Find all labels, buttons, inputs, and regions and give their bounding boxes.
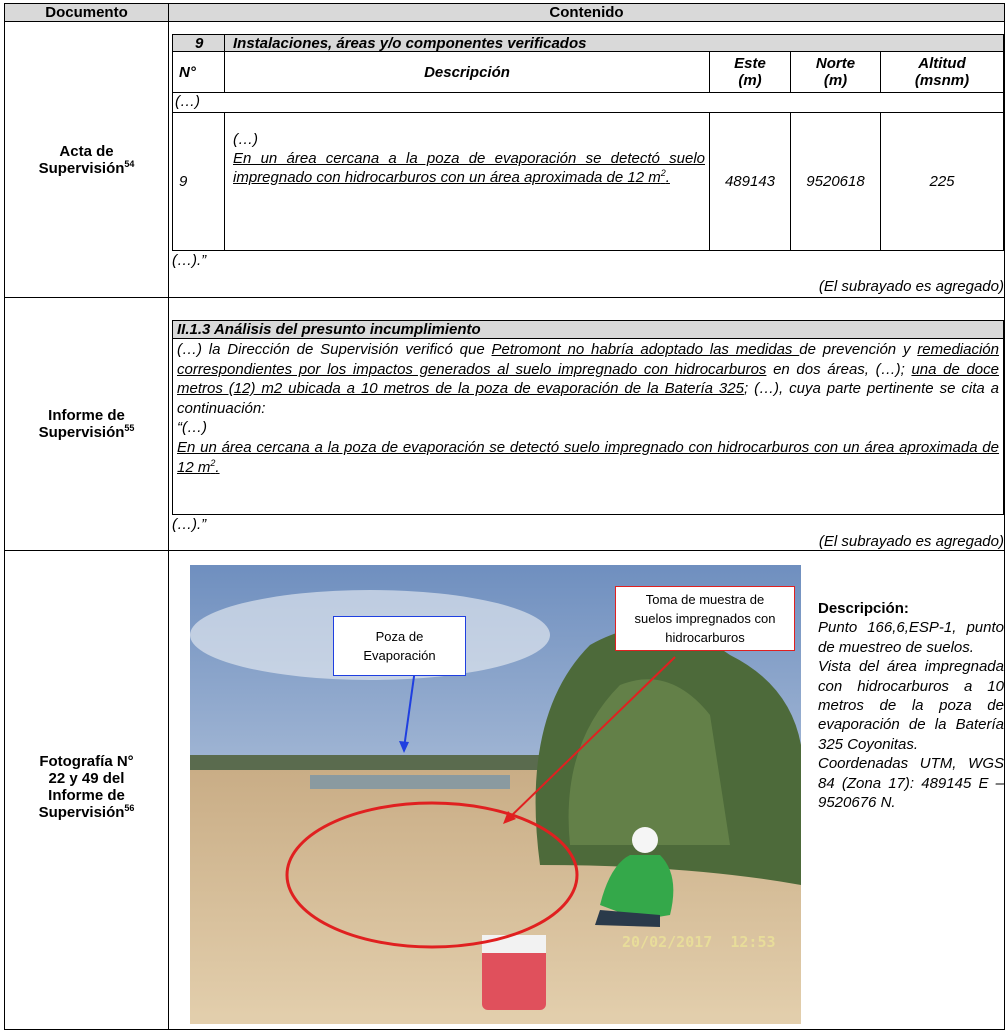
column-header: Norte (m) [790,51,881,93]
text: 9 [195,35,204,52]
closing: (…).” [172,516,206,533]
section-heading: II.1.3 Análisis del presunto incumplimie… [172,320,1004,339]
note: (El subrayado es agregado) [819,533,1004,550]
paragraph: (…) la Dirección de Supervisión verificó… [177,340,999,418]
column-header: Descripción [224,51,710,93]
footnote: 54 [124,158,135,169]
text: 489143 [724,173,776,190]
text: 9 [179,173,188,190]
header-cell: Documento [4,3,169,22]
item-este: 489143 [709,112,791,251]
text: Descripción [424,63,510,81]
section-title: Instalaciones, áreas y/o componentes ver… [224,34,1004,52]
header-text: Documento [45,4,128,21]
description-text: Vista del área impregnada con hidrocarbu… [818,658,1004,753]
text: (…).” [172,516,207,533]
text: Norte (m) [815,55,856,89]
item-norte: 9520618 [790,112,881,251]
row-label: Informe de Supervisión55 [4,297,169,551]
text: en dos áreas, (…); [766,360,912,378]
column-header: Este (m) [709,51,791,93]
header-cell: Contenido [168,3,1005,22]
underlined: En un área cercana a la poza de evaporac… [177,438,999,477]
text: de prevención y [799,341,918,358]
text: II.1.3 Análisis del presunto incumplimie… [177,321,481,338]
text: Toma de muestra de suelos impregnados co… [634,592,776,645]
item-number: 9 [172,112,225,251]
header-text: Contenido [549,4,624,21]
row-label: Fotografía N° 22 y 49 del Informe de Sup… [4,550,169,1024]
text: Poza de Evaporación [363,629,436,663]
label-text: Acta de Supervisión [38,142,125,177]
underlined: remediación correspondientes por los imp… [177,341,999,378]
underlined: Petromont no habría adoptado las medidas [491,341,800,358]
text: Altitud (msnm) [914,55,970,89]
text: (…).” [172,252,207,269]
section-number: 9 [172,34,225,52]
text: . [665,169,670,186]
text: 20/02/2017 12:53 [622,933,776,951]
text: (El subrayado es agregado) [818,278,1004,295]
text: (…) la Dirección de Supervisión verificó… [177,341,492,358]
text: N° [179,63,196,81]
item-description: (…) En un área cercana a la poza de evapo… [224,112,710,251]
photo-description: Descripción: Punto 166,6,ESP-1, punto de… [818,599,1004,812]
text: 9520618 [806,173,865,190]
superscript: 2 [660,168,666,178]
item-altitud: 225 [880,112,1004,251]
text: (El subrayado es agregado) [818,533,1004,550]
callout: Poza de Evaporación [333,616,466,676]
timestamp: 20/02/2017 12:53 [622,933,776,951]
text: En un área cercana a la poza de evaporac… [233,150,705,186]
text: 225 [929,173,955,190]
text: (…) [175,93,200,110]
label-text: Informe de Supervisión [38,407,125,441]
column-header: Altitud (msnm) [880,51,1004,93]
text: Instalaciones, áreas y/o componentes ver… [233,35,587,52]
closing: (…).” [172,252,206,269]
quote-box: (…) la Dirección de Supervisión verificó… [172,338,1004,515]
underlined: una de doce metros (12) m2 ubicada a 10 … [177,360,999,398]
description-text: Coordenadas UTM, WGS 84 (Zona 17): 48914… [818,755,1004,812]
text: En un área cercana a la poza de evaporac… [177,438,999,476]
text: ; (…), cuya parte pertinente se cita a c… [177,380,999,417]
footnote: 56 [124,803,135,813]
superscript: 2 [210,457,216,468]
note: (El subrayado es agregado) [819,278,1004,295]
text: Este (m) [734,55,766,89]
text: . [215,458,220,476]
text: “(…) [177,419,207,437]
footnote: 55 [124,423,135,433]
ellipsis-row: (…) [172,92,1004,113]
underlined: En un área cercana a la poza de evaporac… [233,150,705,186]
row-label: Acta de Supervisión54 [4,21,169,298]
description-text: Punto 166,6,ESP-1, punto de muestreo de … [818,619,1004,656]
label-text: Fotografía N° 22 y 49 del Informe de Sup… [38,753,134,821]
callout: Toma de muestra de suelos impregnados co… [615,586,795,651]
description-title: Descripción: [818,600,909,617]
text: (…) [233,131,258,148]
column-header: N° [172,51,225,93]
